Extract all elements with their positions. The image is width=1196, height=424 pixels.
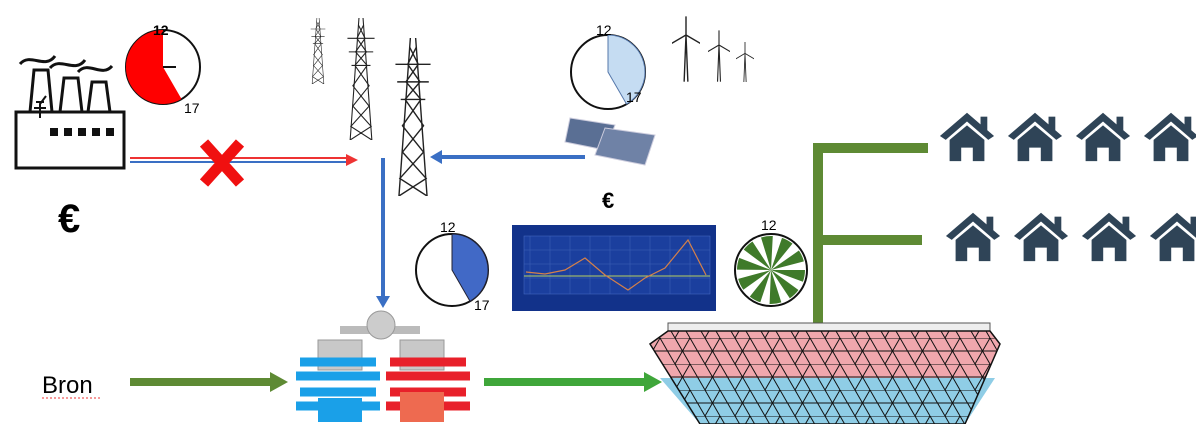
clock-label: 17: [474, 297, 490, 313]
houses: [939, 112, 1196, 262]
clock-label: 17: [184, 100, 200, 116]
power-plant: [14, 54, 126, 170]
clock-label: 12: [596, 22, 612, 38]
clock-label: 12: [761, 217, 777, 233]
storage-tank: [648, 322, 1001, 424]
clock-light-blue: 12 17: [570, 22, 646, 110]
price: €: [58, 197, 80, 241]
solar-panels: [564, 117, 656, 166]
blocked-mark: [199, 139, 245, 187]
clock-red: 12 17: [125, 22, 201, 116]
price-chart-thumbnail: [512, 225, 716, 311]
source-label: Bron: [42, 372, 93, 399]
price: €: [602, 188, 614, 213]
clock-green: 12: [734, 217, 808, 307]
clock-blue: 12 17: [415, 219, 490, 313]
clock-label: 17: [626, 89, 642, 105]
heat-pump: [296, 310, 470, 422]
clock-label: 12: [153, 22, 169, 38]
clock-label: 12: [440, 219, 456, 235]
